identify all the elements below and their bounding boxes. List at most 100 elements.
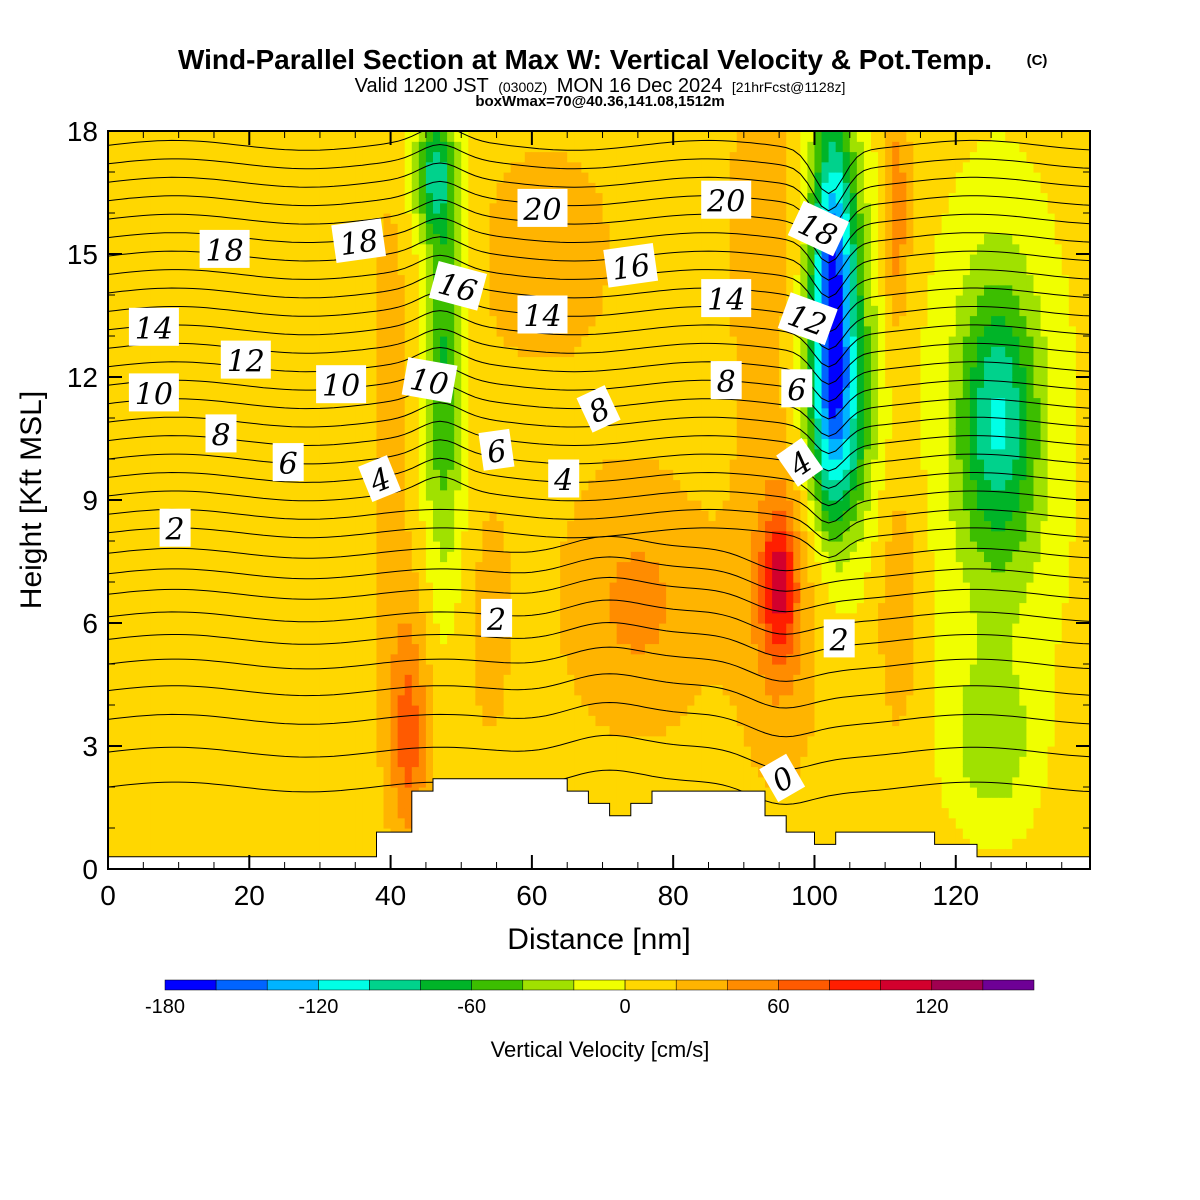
field-cell	[270, 828, 279, 839]
field-cell	[418, 664, 427, 675]
field-cell	[432, 735, 441, 747]
field-cell	[249, 489, 257, 501]
field-cell	[270, 274, 279, 286]
field-cell	[510, 602, 519, 614]
field-cell	[475, 233, 484, 245]
field-cell	[496, 756, 505, 768]
field-cell	[475, 582, 484, 593]
field-cell	[432, 325, 441, 337]
field-cell	[567, 776, 575, 788]
field-cell	[157, 161, 166, 173]
field-cell	[383, 274, 392, 286]
field-cell	[129, 694, 137, 706]
field-cell	[397, 725, 406, 737]
field-cell	[404, 694, 413, 706]
field-cell	[524, 612, 533, 624]
field-cell	[440, 469, 448, 481]
field-cell	[150, 213, 159, 224]
field-cell	[256, 735, 265, 747]
field-cell	[192, 469, 201, 481]
field-cell	[383, 336, 392, 347]
field-cell	[404, 735, 413, 747]
field-cell	[136, 202, 144, 214]
field-cell	[447, 602, 455, 614]
field-cell	[206, 407, 215, 419]
field-cell	[369, 356, 378, 368]
field-cell	[454, 694, 462, 706]
field-cell	[383, 530, 392, 542]
field-cell	[284, 305, 293, 317]
field-cell	[574, 161, 582, 173]
field-cell	[157, 284, 166, 296]
field-cell	[192, 131, 201, 142]
field-cell	[305, 674, 314, 686]
field-cell	[383, 653, 392, 665]
field-cell	[496, 746, 505, 757]
field-cell	[397, 438, 406, 450]
field-cell	[468, 674, 476, 686]
field-cell	[249, 561, 257, 573]
field-cell	[461, 500, 469, 511]
field-cell	[136, 161, 144, 173]
field-cell	[143, 202, 151, 214]
field-cell	[115, 387, 123, 399]
field-cell	[348, 807, 356, 819]
field-cell	[574, 223, 582, 235]
field-cell	[284, 182, 293, 194]
field-cell	[108, 387, 116, 399]
field-cell	[199, 725, 208, 737]
field-cell	[538, 274, 547, 286]
field-cell	[192, 172, 201, 183]
field-cell	[150, 725, 159, 737]
field-cell	[567, 192, 575, 204]
field-cell	[129, 756, 137, 768]
field-cell	[475, 674, 484, 686]
field-cell	[129, 746, 137, 757]
field-cell	[143, 715, 151, 727]
field-cell	[524, 377, 533, 388]
field-cell	[178, 479, 187, 491]
field-cell	[574, 705, 582, 716]
field-cell	[496, 766, 505, 778]
field-cell	[503, 233, 512, 245]
field-cell	[383, 725, 392, 737]
field-cell	[263, 223, 272, 235]
field-cell	[221, 787, 229, 798]
field-cell	[362, 653, 370, 665]
field-cell	[517, 735, 526, 747]
field-cell	[242, 838, 250, 850]
field-cell	[510, 510, 519, 522]
field-cell	[319, 264, 328, 276]
field-cell	[242, 787, 250, 798]
field-cell	[390, 407, 399, 419]
field-cell	[510, 377, 519, 388]
field-cell	[546, 766, 554, 778]
field-cell	[595, 735, 604, 747]
field-cell	[136, 592, 144, 604]
field-cell	[263, 202, 272, 214]
field-cell	[256, 643, 265, 655]
field-cell	[334, 500, 342, 511]
field-cell	[171, 202, 180, 214]
field-cell	[192, 325, 201, 337]
field-cell	[489, 766, 498, 778]
field-cell	[206, 264, 215, 276]
field-cell	[348, 202, 356, 214]
field-cell	[213, 223, 222, 235]
field-cell	[510, 387, 519, 399]
field-cell	[115, 254, 123, 265]
field-cell	[588, 510, 597, 522]
field-cell	[383, 377, 392, 388]
field-cell	[362, 407, 370, 419]
field-cell	[221, 725, 229, 737]
field-cell	[531, 336, 540, 347]
field-cell	[447, 161, 455, 173]
field-cell	[503, 479, 512, 491]
field-cell	[129, 418, 137, 429]
field-cell	[206, 561, 215, 573]
field-cell	[369, 336, 378, 347]
field-cell	[213, 202, 222, 214]
field-cell	[461, 428, 469, 440]
field-cell	[440, 623, 448, 634]
field-cell	[122, 787, 130, 798]
